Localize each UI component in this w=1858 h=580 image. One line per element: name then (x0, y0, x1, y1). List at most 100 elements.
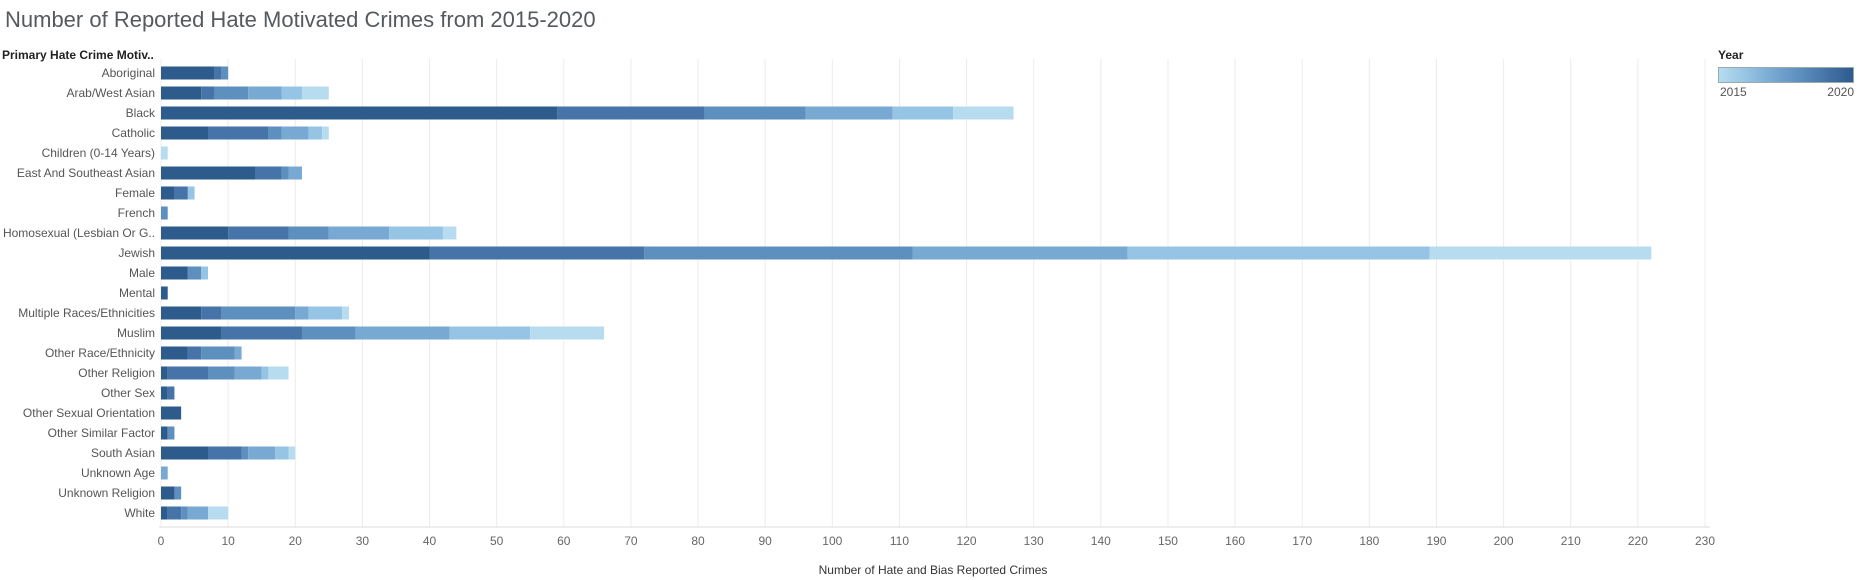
bar-segment-2019[interactable] (167, 366, 208, 380)
category-label[interactable]: East And Southeast Asian (17, 166, 155, 180)
bar-segment-2015[interactable] (268, 366, 289, 380)
bar-segment-2019[interactable] (207, 126, 269, 140)
bar-segment-2018[interactable] (241, 446, 249, 460)
bar-segment-2019[interactable] (254, 166, 282, 180)
category-label[interactable]: Unknown Religion (58, 486, 155, 500)
bar-segment-2019[interactable] (557, 106, 705, 120)
bar-segment-2015[interactable] (1429, 246, 1652, 260)
category-label[interactable]: Jewish (118, 246, 155, 260)
bar-segment-2020[interactable] (161, 266, 188, 280)
bar-segment-2018[interactable] (288, 226, 329, 240)
bar-segment-2019[interactable] (207, 446, 242, 460)
bar-segment-2016[interactable] (1127, 246, 1430, 260)
bar-segment-2019[interactable] (201, 86, 215, 100)
bar-segment-2018[interactable] (268, 126, 282, 140)
bar-segment-2020[interactable] (161, 406, 182, 420)
bar-segment-2018[interactable] (167, 426, 175, 440)
category-label[interactable]: Homosexual (Lesbian Or G.. (3, 226, 155, 240)
bar-segment-2017[interactable] (234, 346, 242, 360)
bar-segment-2015[interactable] (161, 146, 168, 160)
bar-segment-2017[interactable] (912, 246, 1128, 260)
bar-segment-2019[interactable] (429, 246, 645, 260)
category-label[interactable]: Catholic (112, 126, 155, 140)
bar-segment-2015[interactable] (322, 126, 329, 140)
bar-segment-2020[interactable] (161, 246, 430, 260)
bar-segment-2015[interactable] (301, 86, 329, 100)
bar-segment-2017[interactable] (248, 446, 276, 460)
bar-segment-2017[interactable] (161, 466, 168, 480)
bar-segment-2017[interactable] (805, 106, 893, 120)
bar-segment-2017[interactable] (355, 326, 450, 340)
bar-segment-2016[interactable] (308, 306, 343, 320)
category-label[interactable]: Mental (119, 286, 155, 300)
category-label[interactable]: Male (129, 266, 155, 280)
category-axis-header[interactable]: Primary Hate Crime Motiv.. (2, 48, 154, 62)
bar-segment-2016[interactable] (261, 366, 269, 380)
bar-segment-2020[interactable] (161, 306, 202, 320)
bar-segment-2020[interactable] (161, 446, 208, 460)
bar-segment-2020[interactable] (161, 346, 188, 360)
bar-segment-2020[interactable] (161, 66, 215, 80)
bar-segment-2016[interactable] (201, 266, 208, 280)
bar-segment-2016[interactable] (275, 446, 289, 460)
bar-segment-2020[interactable] (161, 126, 208, 140)
category-label[interactable]: Black (126, 106, 156, 120)
bar-segment-2019[interactable] (228, 226, 289, 240)
bar-segment-2018[interactable] (301, 326, 356, 340)
bar-segment-2018[interactable] (704, 106, 806, 120)
bar-segment-2020[interactable] (161, 506, 168, 520)
bar-segment-2020[interactable] (161, 326, 222, 340)
bar-segment-2019[interactable] (167, 506, 182, 520)
bar-segment-2017[interactable] (234, 366, 262, 380)
bar-segment-2017[interactable] (248, 86, 282, 100)
color-legend[interactable]: Year 2015 2020 (1718, 48, 1854, 99)
bar-segment-2020[interactable] (161, 386, 168, 400)
bar-segment-2015[interactable] (207, 506, 229, 520)
category-label[interactable]: French (118, 206, 155, 220)
category-label[interactable]: Multiple Races/Ethnicities (18, 306, 155, 320)
category-label[interactable]: Other Similar Factor (48, 426, 155, 440)
bar-segment-2018[interactable] (281, 166, 289, 180)
bar-segment-2018[interactable] (221, 306, 296, 320)
bar-segment-2020[interactable] (161, 286, 168, 300)
category-label[interactable]: South Asian (91, 446, 155, 460)
bar-segment-2015[interactable] (530, 326, 605, 340)
category-label[interactable]: Female (115, 186, 155, 200)
category-label[interactable]: Arab/West Asian (67, 86, 156, 100)
bar-segment-2020[interactable] (161, 486, 175, 500)
bar-segment-2015[interactable] (342, 306, 349, 320)
category-label[interactable]: Unknown Age (81, 466, 155, 480)
bar-segment-2016[interactable] (308, 126, 323, 140)
bar-segment-2018[interactable] (207, 366, 235, 380)
bar-segment-2019[interactable] (221, 326, 302, 340)
bar-segment-2020[interactable] (161, 166, 255, 180)
bar-segment-2016[interactable] (892, 106, 954, 120)
bar-segment-2018[interactable] (221, 66, 229, 80)
category-label[interactable]: Other Sexual Orientation (23, 406, 155, 420)
bar-segment-2018[interactable] (181, 506, 188, 520)
category-label[interactable]: Other Sex (101, 386, 155, 400)
category-label[interactable]: Other Race/Ethnicity (45, 346, 155, 360)
bar-segment-2016[interactable] (281, 86, 302, 100)
bar-segment-2017[interactable] (187, 506, 208, 520)
bar-segment-2018[interactable] (201, 346, 235, 360)
bar-segment-2020[interactable] (161, 426, 168, 440)
category-label[interactable]: Other Religion (78, 366, 155, 380)
bar-segment-2016[interactable] (389, 226, 443, 240)
bar-segment-2016[interactable] (449, 326, 531, 340)
bar-segment-2018[interactable] (187, 266, 202, 280)
category-label[interactable]: Children (0-14 Years) (42, 146, 155, 160)
bar-segment-2020[interactable] (161, 106, 558, 120)
category-label[interactable]: Aboriginal (102, 66, 155, 80)
bar-segment-2019[interactable] (201, 306, 222, 320)
bar-segment-2019[interactable] (214, 66, 222, 80)
bar-segment-2015[interactable] (288, 446, 296, 460)
category-label[interactable]: White (124, 506, 155, 520)
bar-segment-2016[interactable] (187, 186, 195, 200)
bar-segment-2017[interactable] (328, 226, 390, 240)
bar-segment-2020[interactable] (161, 186, 175, 200)
bar-segment-2020[interactable] (161, 86, 202, 100)
bar-segment-2019[interactable] (167, 386, 175, 400)
bar-segment-2019[interactable] (187, 346, 202, 360)
bar-segment-2015[interactable] (953, 106, 1014, 120)
